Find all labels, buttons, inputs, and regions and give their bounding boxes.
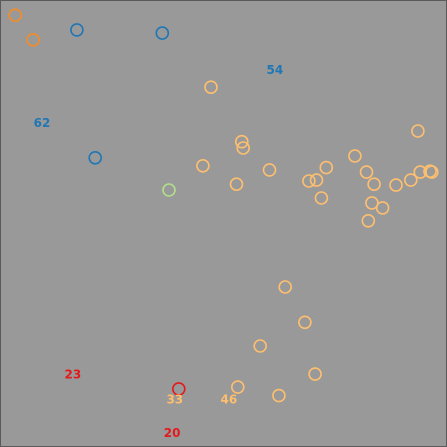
- scatter-point-light-orange-3: [236, 141, 250, 155]
- scatter-point-orange-1: [8, 8, 22, 22]
- scatter-point-blue-2: [155, 26, 170, 40]
- scatter-point-light-orange-24: [298, 315, 312, 330]
- scatter-point-light-orange-8: [309, 173, 324, 187]
- annotation-label-46: 46: [221, 393, 238, 407]
- scatter-point-light-orange-13: [367, 177, 381, 191]
- annotation-labels: 54 62 23 33 46 20: [34, 63, 284, 440]
- scatter-point-light-orange-4: [196, 159, 210, 173]
- scatter-point-light-orange-1: [204, 80, 218, 94]
- scatter-point-light-orange-14: [389, 178, 403, 192]
- scatter-point-light-orange-18: [424, 165, 439, 179]
- scatter-point-light-orange-19: [411, 124, 425, 138]
- scatter-point-light-orange-25: [253, 339, 268, 353]
- scatter-point-green-1: [162, 183, 176, 197]
- scatter-point-blue-3: [88, 151, 102, 165]
- scatter-point-light-orange-9: [302, 174, 316, 188]
- scatter-point-light-orange-20: [365, 196, 379, 210]
- scatter-point-light-orange-26: [308, 367, 322, 381]
- scatter-point-light-orange-22: [361, 214, 376, 228]
- annotation-label-20: 20: [164, 426, 181, 440]
- scatter-point-blue-1: [70, 23, 84, 37]
- scatter-point-light-orange-21: [375, 201, 390, 215]
- scatter-point-light-orange-27: [231, 380, 245, 394]
- scatter-point-light-orange-28: [272, 388, 286, 403]
- scatter-point-light-orange-23: [278, 280, 293, 294]
- scatter-point-light-orange-15: [403, 173, 418, 187]
- annotation-label-33: 33: [166, 393, 183, 407]
- scatter-point-red-1: [172, 382, 186, 396]
- scatter-point-light-orange-12: [359, 165, 374, 179]
- scatter-point-light-orange-7: [319, 160, 334, 175]
- annotation-label-54: 54: [267, 63, 284, 77]
- scatter-point-light-orange-6: [229, 177, 244, 191]
- annotation-label-23: 23: [65, 368, 82, 382]
- scatter-points: [8, 8, 439, 403]
- scatter-point-light-orange-10: [314, 191, 329, 205]
- annotation-label-62: 62: [34, 116, 51, 130]
- scatter-point-orange-2: [26, 32, 40, 47]
- scatter-point-light-orange-5: [262, 163, 277, 177]
- scatter-point-light-orange-11: [348, 149, 362, 163]
- scatter-point-light-orange-2: [235, 134, 249, 149]
